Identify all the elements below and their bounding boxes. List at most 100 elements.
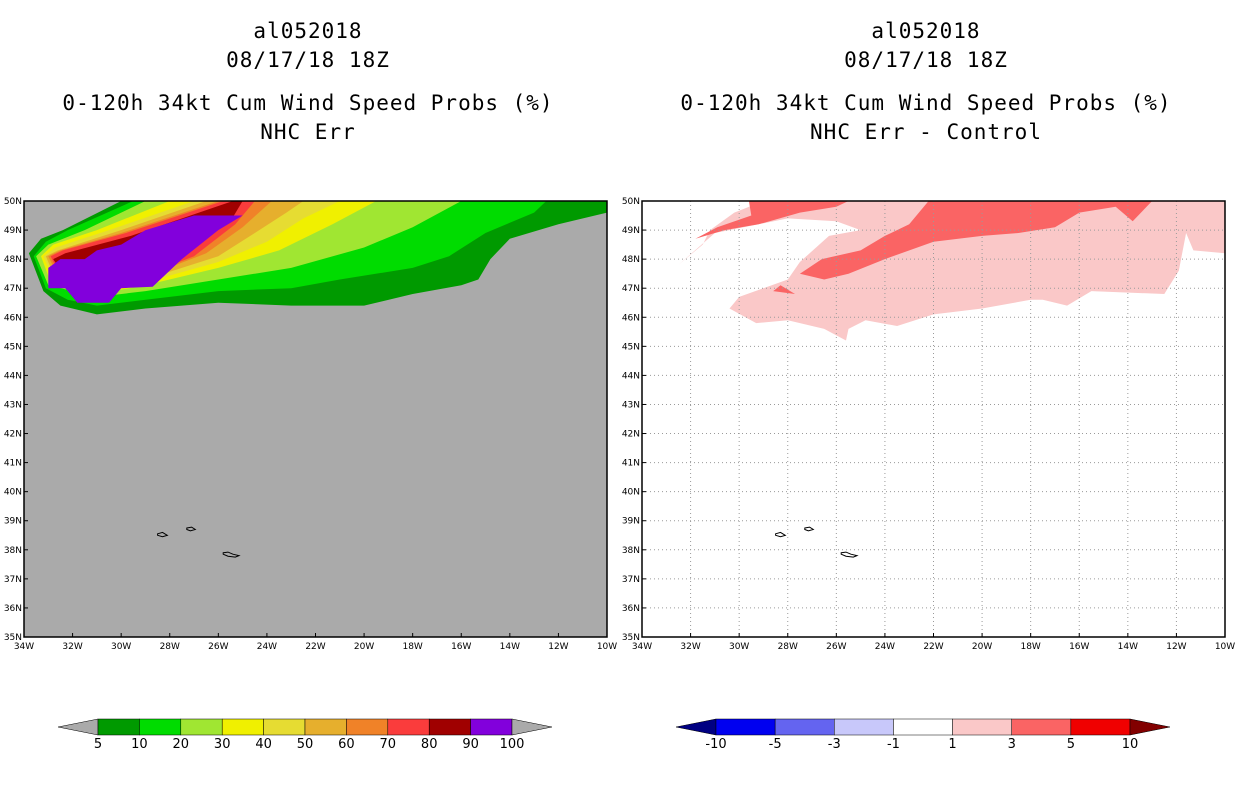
left-title-block: al052018 08/17/18 18Z 0-120h 34kt Cum Wi… bbox=[8, 17, 608, 147]
left-colorbar-swatch bbox=[263, 718, 306, 736]
left-y-tick-label: 40N bbox=[4, 488, 22, 498]
right-colorbar-swatch bbox=[952, 718, 1012, 736]
right-x-tick-label: 24W bbox=[875, 642, 895, 652]
right-x-tick-label: 34W bbox=[632, 642, 652, 652]
left-colorbar-swatch bbox=[139, 718, 182, 736]
right-azores-island-2 bbox=[840, 551, 859, 558]
right-x-tick-label: 32W bbox=[680, 642, 700, 652]
left-y-tick-label: 49N bbox=[4, 226, 22, 236]
right-storm-id: al052018 bbox=[871, 19, 981, 43]
left-colorbar-label: 5 bbox=[94, 737, 102, 752]
right-x-tick-label: 28W bbox=[778, 642, 798, 652]
right-y-tick-label: 43N bbox=[622, 400, 640, 410]
left-x-tick-label: 18W bbox=[402, 642, 422, 652]
right-x-tick-label: 26W bbox=[826, 642, 846, 652]
right-y-tick-label: 41N bbox=[622, 459, 640, 469]
right-azores-island-1 bbox=[804, 526, 815, 532]
right-y-tick-label: 50N bbox=[622, 197, 640, 207]
left-x-tick-label: 28W bbox=[160, 642, 180, 652]
left-y-tick-label: 41N bbox=[4, 459, 22, 469]
right-y-tick-label: 48N bbox=[622, 255, 640, 265]
left-y-tick-label: 45N bbox=[4, 342, 22, 352]
left-y-tick-label: 46N bbox=[4, 313, 22, 323]
left-colorbar-label: 90 bbox=[462, 737, 479, 752]
left-y-tick-label: 36N bbox=[4, 604, 22, 614]
left-colorbar-swatch bbox=[304, 718, 347, 736]
right-contour-level-3-3 bbox=[773, 285, 795, 294]
right-contour-level-3-1 bbox=[695, 201, 849, 239]
right-x-tick-label: 18W bbox=[1020, 642, 1040, 652]
right-y-tick-label: 39N bbox=[622, 517, 640, 527]
left-colorbar: 5 10 20 30 40 50 60 70 80 90 100 bbox=[57, 718, 553, 752]
left-colorbar-label: 30 bbox=[214, 737, 231, 752]
right-colorbar-swatch bbox=[1070, 718, 1131, 736]
left-colorbar-label: 10 bbox=[131, 737, 148, 752]
right-azores-island-0 bbox=[775, 531, 787, 538]
right-colorbar-arrow-high bbox=[1129, 718, 1171, 736]
left-colorbar-label: 60 bbox=[338, 737, 355, 752]
right-y-tick-label: 47N bbox=[622, 284, 640, 294]
right-colorbar-arrow-low bbox=[675, 718, 717, 736]
right-colorbar-swatch bbox=[774, 718, 835, 736]
right-colorbar-label: -5 bbox=[769, 737, 782, 752]
right-y-tick-label: 38N bbox=[622, 546, 640, 556]
right-y-tick-label: 42N bbox=[622, 430, 640, 440]
right-y-tick-label: 44N bbox=[622, 371, 640, 381]
left-colorbar-label: 70 bbox=[380, 737, 397, 752]
right-colorbar-label: 3 bbox=[1008, 737, 1016, 752]
right-colorbar-swatch bbox=[893, 718, 953, 736]
right-colorbar-label: 1 bbox=[948, 737, 956, 752]
left-colorbar-label: 40 bbox=[255, 737, 272, 752]
right-colorbar-label: -1 bbox=[887, 737, 900, 752]
left-y-tick-label: 39N bbox=[4, 517, 22, 527]
left-x-tick-label: 22W bbox=[305, 642, 325, 652]
right-y-tick-label: 49N bbox=[622, 226, 640, 236]
right-contour-fills bbox=[678, 201, 1225, 341]
left-chart-subtitle: NHC Err bbox=[260, 120, 356, 144]
left-y-tick-label: 44N bbox=[4, 371, 22, 381]
left-y-tick-label: 35N bbox=[4, 633, 22, 643]
left-x-tick-label: 10W bbox=[597, 642, 617, 652]
left-azores-island-2 bbox=[222, 551, 241, 558]
left-y-tick-label: 47N bbox=[4, 284, 22, 294]
left-colorbar-swatch bbox=[221, 718, 264, 736]
right-contour-level-3-2 bbox=[799, 201, 1153, 280]
left-x-tick-label: 12W bbox=[548, 642, 568, 652]
right-title-block: al052018 08/17/18 18Z 0-120h 34kt Cum Wi… bbox=[626, 17, 1226, 147]
left-colorbar-swatch bbox=[346, 718, 389, 736]
left-x-tick-label: 26W bbox=[208, 642, 228, 652]
right-colorbar-swatch bbox=[715, 718, 776, 736]
right-y-tick-label: 37N bbox=[622, 575, 640, 585]
left-x-tick-label: 30W bbox=[111, 642, 131, 652]
right-colorbar-label: -3 bbox=[828, 737, 841, 752]
left-colorbar-swatch bbox=[180, 718, 223, 736]
right-colorbar: -10 -5 -3 -1 1 3 5 10 bbox=[675, 718, 1171, 752]
left-colorbar-swatch bbox=[387, 718, 430, 736]
left-y-tick-label: 43N bbox=[4, 400, 22, 410]
left-plot: 34W 32W 30W 28W 26W 24W 22W 20W 18W 16W 14W 12W 10W 3… bbox=[4, 197, 617, 752]
left-colorbar-arrow-high bbox=[511, 718, 553, 736]
left-x-tick-label: 34W bbox=[14, 642, 34, 652]
right-x-tick-label: 10W bbox=[1215, 642, 1235, 652]
right-plot: 34W 32W 30W 28W 26W 24W 22W 20W 18W 16W 14W 12W 10W 3… bbox=[622, 197, 1235, 752]
left-x-tick-label: 20W bbox=[354, 642, 374, 652]
right-gridlines bbox=[642, 201, 1225, 637]
left-contour-fills bbox=[28, 201, 607, 315]
right-colorbar-swatch bbox=[1011, 718, 1072, 736]
right-y-tick-label: 45N bbox=[622, 342, 640, 352]
right-contour-level-1-0 bbox=[678, 201, 1225, 341]
left-y-tick-label: 48N bbox=[4, 255, 22, 265]
right-colorbar-label: 5 bbox=[1067, 737, 1075, 752]
right-y-tick-label: 40N bbox=[622, 488, 640, 498]
right-x-tick-label: 30W bbox=[729, 642, 749, 652]
left-y-tick-label: 37N bbox=[4, 575, 22, 585]
right-datetime: 08/17/18 18Z bbox=[844, 48, 1008, 72]
left-colorbar-label: 100 bbox=[500, 737, 525, 752]
left-colorbar-swatch bbox=[470, 718, 513, 736]
left-colorbar-arrow-low bbox=[57, 718, 99, 736]
left-x-tick-label: 24W bbox=[257, 642, 277, 652]
right-y-tick-label: 35N bbox=[622, 633, 640, 643]
right-colorbar-label: -10 bbox=[705, 737, 726, 752]
left-x-tick-label: 32W bbox=[62, 642, 82, 652]
left-y-tick-label: 42N bbox=[4, 430, 22, 440]
